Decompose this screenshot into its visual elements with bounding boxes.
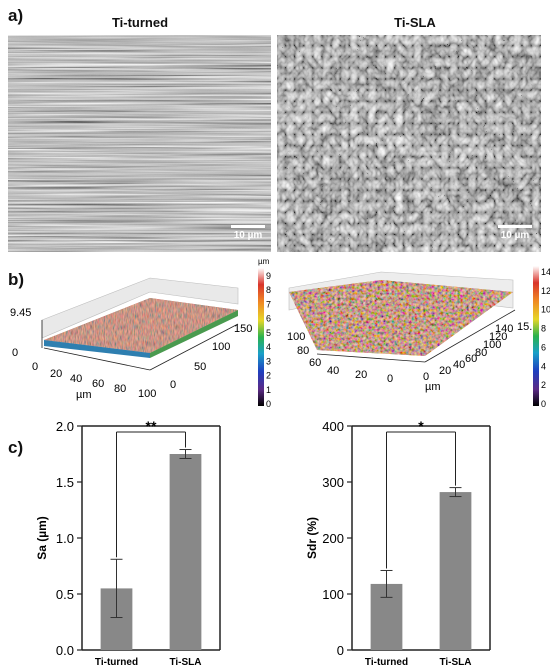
colorbar-tick: 8 [541,324,546,334]
x-tick: 60 [92,378,104,390]
surface-side-edge [150,310,238,358]
y-tick: 50 [194,361,206,373]
colorbar-tick: 8 [266,285,271,295]
x-tick: 0 [32,361,38,373]
category-label: Ti-SLA [439,657,471,668]
y-tick: 40 [453,359,465,371]
topography-plot-right: 15.1 100 80 60 40 20 0 0 20 40 60 80 100… [287,266,550,409]
scale-bar-line [498,225,532,228]
colorbar [258,268,264,406]
scale-bar-right: 10 µm [493,225,537,241]
x-tick: 40 [70,373,82,385]
axis-unit: µm [76,389,92,401]
sem-title-right: Ti-SLA [394,15,436,30]
colorbar-tick: 2 [541,380,546,390]
y-tick-label: 1.5 [56,475,74,490]
colorbar-tick: 14 [541,267,550,277]
colorbar-tick: 6 [541,342,546,352]
axis-unit: µm [425,381,441,393]
bar-chart-sdr: 0 100 200 300 400 Sdr (%) Ti-turned Ti-SLA * [305,418,491,668]
colorbar-tick: 4 [541,361,546,371]
colorbar-tick: 5 [266,328,271,338]
y-tick-label: 2.0 [56,419,74,434]
y-axis-label: Sa (µm) [35,516,49,560]
category-label: Ti-turned [365,657,408,668]
colorbar-ticks-right: 0 2 4 6 8 10 12 14 [541,267,550,409]
x-tick: 40 [327,365,339,377]
y-axis-line [149,323,239,371]
significance-label: ** [146,418,157,434]
y-tick: 100 [212,341,230,353]
y-tick: 20 [439,365,451,377]
panel-label-b: b) [8,270,25,289]
bar-chart-sa: 0.0 0.5 1.0 1.5 2.0 Sa (µm) Ti-turned Ti-SLA ** [35,418,221,668]
colorbar-unit: µm [258,258,270,266]
colorbar-tick: 12 [541,286,550,296]
category-label: Ti-SLA [169,657,201,668]
colorbar-tick: 2 [266,371,271,381]
category-label: Ti-turned [95,657,138,668]
colorbar-tick: 0 [541,399,546,409]
y-axis-line [424,309,516,363]
significance-label: * [418,418,424,434]
y-tick-label: 0 [337,643,344,658]
y-tick-label: 1.0 [56,531,74,546]
colorbar-tick: 6 [266,314,271,324]
x-tick: 20 [355,369,367,381]
y-tick-label: 0.5 [56,587,74,602]
x-axis-line [43,347,151,371]
y-axis-label: Sdr (%) [305,517,319,559]
surface-front-edge [44,340,150,358]
bar [169,454,202,650]
colorbar-tick: 0 [266,399,271,409]
x-tick: 100 [138,388,156,400]
y-tick: 80 [475,347,487,359]
z-max-label: 9.45 [10,307,31,319]
y-tick: 150 [234,323,252,335]
y-tick-label: 100 [322,587,344,602]
sem-image-ti-turned: 10 µm [8,35,271,252]
y-tick-label: 400 [322,419,344,434]
sem-texture-sla [277,35,541,252]
scale-bar-label: 10 µm [500,230,530,241]
y-tick-label: 0.0 [56,643,74,658]
y-tick: 140 [495,323,513,335]
y-tick: 100 [483,339,501,351]
y-tick-label: 200 [322,531,344,546]
scale-bar-line [231,225,265,228]
x-tick: 80 [297,345,309,357]
y-tick: 0 [170,379,176,391]
x-axis-line [316,353,426,363]
colorbar-tick: 3 [266,356,271,366]
colorbar-tick: 9 [266,271,271,281]
colorbar-tick: 4 [266,342,271,352]
colorbar-tick: 10 [541,305,550,315]
colorbar-tick: 7 [266,299,271,309]
x-tick: 100 [287,331,305,343]
x-tick: 20 [50,368,62,380]
colorbar-tick: 1 [266,385,271,395]
colorbar [533,266,539,406]
colorbar-ticks-left: 0 1 2 3 4 5 6 7 8 9 [266,271,271,409]
x-tick: 80 [114,383,126,395]
sem-texture-turned [8,35,271,252]
y-zero-tick: 0 [12,347,18,359]
topography-plot-left: 9.45 0 20 40 60 80 100 µm 0 0 50 100 150… [10,258,271,409]
bar [439,492,472,650]
y-tick-label: 300 [322,475,344,490]
x-tick: 0 [387,373,393,385]
y-tick: 0 [423,371,429,383]
scale-bar-left: 10 µm [226,225,270,241]
x-tick: 60 [309,357,321,369]
sem-title-left: Ti-turned [111,15,169,30]
y-tick: 120 [489,331,507,343]
y-tick: 60 [465,353,477,365]
panel-label-a: a) [8,6,24,25]
panel-label-c: c) [8,438,24,457]
scale-bar-label: 10 µm [233,230,263,241]
sem-image-ti-sla: 10 µm [277,35,541,252]
